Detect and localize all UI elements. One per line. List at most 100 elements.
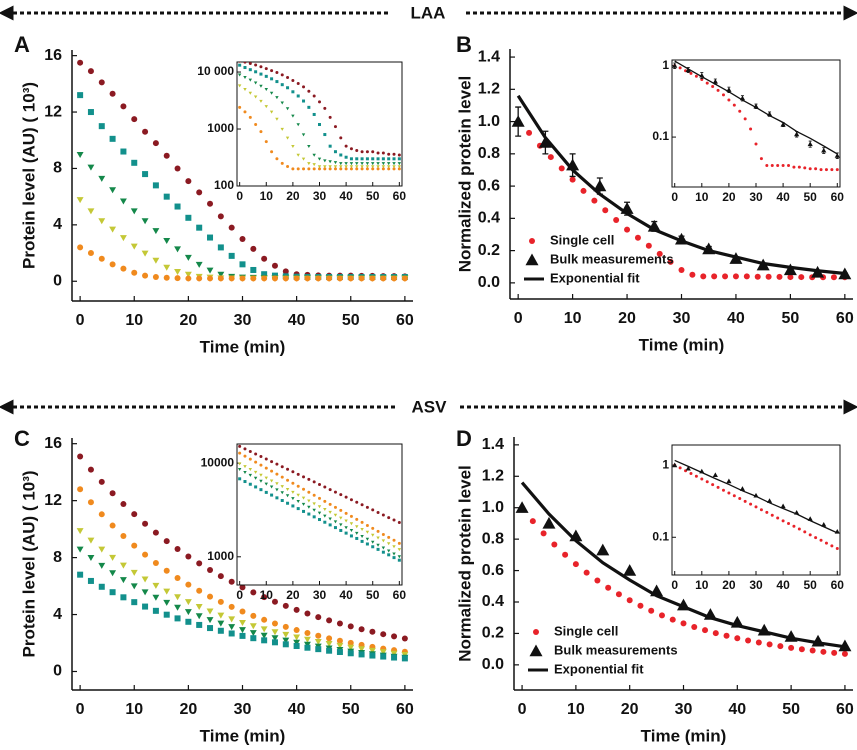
data-point xyxy=(381,157,385,161)
data-point xyxy=(217,573,224,580)
data-point xyxy=(174,574,181,581)
data-point xyxy=(259,84,263,88)
data-point xyxy=(152,182,159,189)
data-point xyxy=(293,627,300,634)
data-point xyxy=(238,444,242,448)
data-point xyxy=(280,491,284,495)
data-point xyxy=(109,135,116,142)
data-point xyxy=(596,543,610,556)
data-point xyxy=(250,266,257,273)
data-point xyxy=(206,267,214,274)
data-point xyxy=(302,509,306,513)
y-tick-label: 1.0 xyxy=(482,499,504,516)
y-tick-label: 8 xyxy=(53,160,62,177)
data-point xyxy=(196,621,203,628)
data-point xyxy=(371,167,375,171)
data-point xyxy=(87,68,94,75)
data-point xyxy=(312,508,316,512)
y-tick-label: 0.6 xyxy=(478,177,500,194)
data-point xyxy=(248,468,253,472)
data-point xyxy=(296,484,300,488)
data-point xyxy=(387,553,391,557)
data-point xyxy=(349,498,353,502)
data-point xyxy=(355,525,359,529)
data-point xyxy=(291,114,295,118)
data-point xyxy=(685,465,691,471)
data-point xyxy=(282,631,290,638)
data-point xyxy=(376,151,380,155)
data-point xyxy=(355,162,359,166)
data-point xyxy=(163,274,170,281)
data-point xyxy=(250,635,257,642)
data-point xyxy=(87,499,94,506)
data-point xyxy=(98,546,106,553)
data-point xyxy=(365,542,369,546)
data-point xyxy=(301,496,306,500)
data-point xyxy=(174,615,181,622)
inset: 0 10 20 30 40 50 60 0.1 1 xyxy=(652,58,844,204)
data-point xyxy=(358,646,366,653)
data-point xyxy=(349,167,353,171)
data-point xyxy=(264,67,268,71)
section-label: ASV xyxy=(412,397,448,416)
data-point xyxy=(700,273,707,280)
data-point xyxy=(250,275,257,282)
data-point xyxy=(339,493,343,497)
data-point xyxy=(759,157,763,161)
data-point xyxy=(285,488,290,492)
inset-x-tick-label: 30 xyxy=(749,190,763,204)
data-point xyxy=(387,152,391,156)
legend-marker xyxy=(529,238,535,244)
data-point xyxy=(376,547,380,551)
data-point xyxy=(333,165,338,169)
data-point xyxy=(270,77,274,81)
data-point xyxy=(360,503,364,507)
y-tick-label: 0 xyxy=(53,272,62,289)
data-point xyxy=(381,151,385,155)
data-point xyxy=(120,148,127,155)
y-tick-label: 12 xyxy=(44,492,62,509)
data-point xyxy=(759,508,763,512)
data-point xyxy=(732,494,736,498)
data-point xyxy=(376,529,380,533)
inset-y-tick-label: 10 000 xyxy=(197,64,234,78)
data-point xyxy=(583,569,590,576)
data-point xyxy=(328,523,332,527)
data-point xyxy=(291,167,295,171)
inset-x-tick-label: 10 xyxy=(260,189,274,203)
data-point xyxy=(98,583,105,590)
data-point xyxy=(387,535,391,539)
data-point xyxy=(109,187,117,194)
data-point xyxy=(109,589,116,596)
y-tick-label: 0.8 xyxy=(478,145,500,162)
data-point xyxy=(120,103,127,110)
data-point xyxy=(727,491,731,495)
panel-letter: A xyxy=(14,32,30,57)
data-point xyxy=(572,561,579,568)
inset-y-tick-label: 10000 xyxy=(201,455,235,469)
data-point xyxy=(87,537,95,544)
data-point xyxy=(754,142,758,146)
data-point xyxy=(239,261,246,268)
x-tick-label: 40 xyxy=(727,310,745,327)
data-point xyxy=(302,475,306,479)
data-point xyxy=(264,482,268,486)
data-point xyxy=(743,273,750,280)
data-point xyxy=(217,627,224,634)
x-tick-label: 60 xyxy=(396,312,414,329)
data-point xyxy=(766,641,773,648)
inset-y-tick-label: 0.1 xyxy=(652,529,669,543)
inset-y-tick-label: 1 xyxy=(662,457,669,471)
data-point xyxy=(381,550,385,554)
data-point xyxy=(754,273,761,280)
inset-x-tick-label: 20 xyxy=(722,190,736,204)
data-point xyxy=(304,644,311,651)
data-point xyxy=(228,275,235,282)
data-point xyxy=(569,176,576,183)
data-point xyxy=(264,105,268,109)
data-point xyxy=(185,178,192,185)
panel-letter: C xyxy=(14,426,30,451)
x-tick-label: 40 xyxy=(288,312,306,329)
data-point xyxy=(76,151,84,158)
data-point xyxy=(296,493,300,497)
